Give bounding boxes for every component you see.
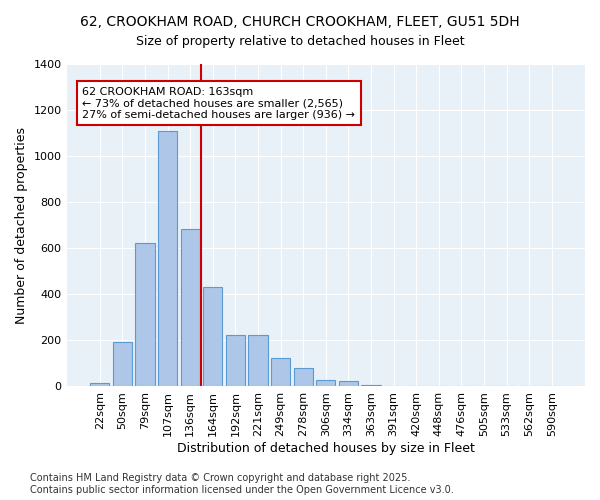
Bar (136, 242, 155, 386)
Bar (181, 228, 200, 386)
X-axis label: Distribution of detached houses by size in Fleet: Distribution of detached houses by size … (177, 442, 475, 455)
Text: Contains HM Land Registry data © Crown copyright and database right 2025.
Contai: Contains HM Land Registry data © Crown c… (30, 474, 454, 495)
Bar (293, 368, 313, 386)
Bar (90, 383, 109, 386)
Text: 62 CROOKHAM ROAD: 163sqm
← 73% of detached houses are smaller (2,565)
27% of sem: 62 CROOKHAM ROAD: 163sqm ← 73% of detach… (82, 86, 355, 120)
Bar (316, 380, 335, 386)
Bar (203, 288, 223, 386)
Bar (113, 342, 132, 386)
Text: Size of property relative to detached houses in Fleet: Size of property relative to detached ho… (136, 35, 464, 48)
Bar (248, 334, 268, 386)
Y-axis label: Number of detached properties: Number of detached properties (15, 126, 28, 324)
Bar (339, 380, 358, 386)
Bar (158, 131, 177, 386)
Bar (226, 334, 245, 386)
Text: 62, CROOKHAM ROAD, CHURCH CROOKHAM, FLEET, GU51 5DH: 62, CROOKHAM ROAD, CHURCH CROOKHAM, FLEE… (80, 15, 520, 29)
Bar (271, 358, 290, 386)
